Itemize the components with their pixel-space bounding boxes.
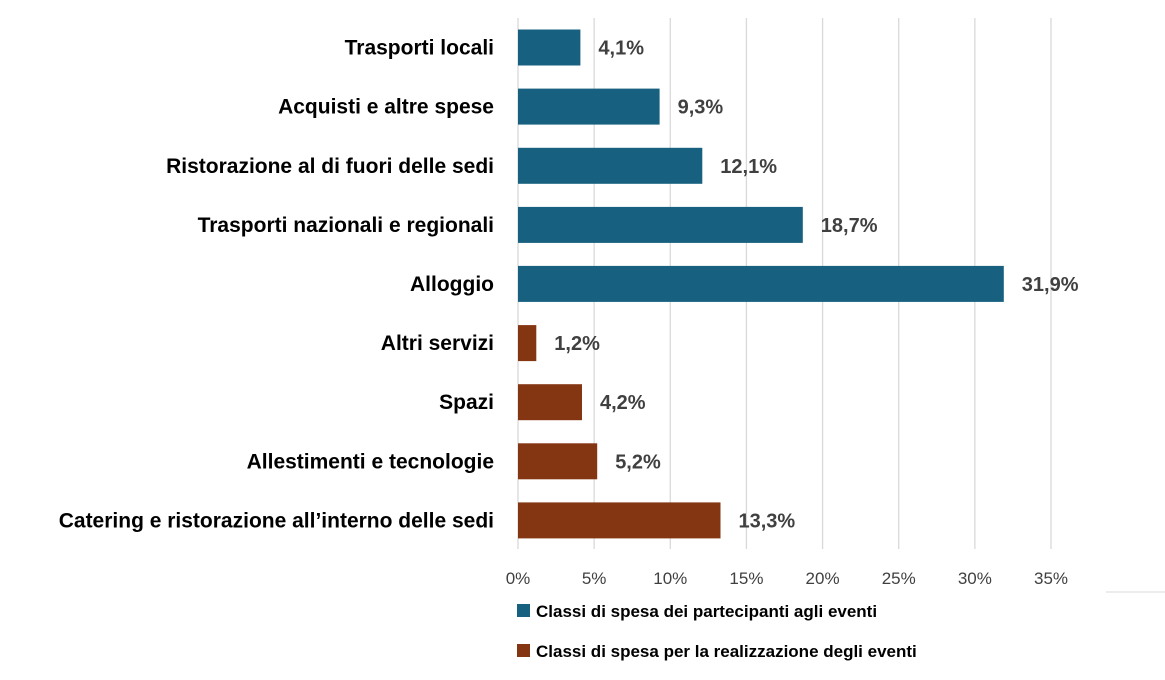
value-label: 5,2% xyxy=(615,451,661,473)
value-label: 18,7% xyxy=(821,215,878,237)
x-tick-label: 15% xyxy=(729,569,763,588)
legend: Classi di spesa dei partecipanti agli ev… xyxy=(517,591,1165,661)
x-tick-label: 10% xyxy=(653,569,687,588)
x-tick-label: 5% xyxy=(582,569,607,588)
category-label: Trasporti nazionali e regionali xyxy=(198,214,494,237)
value-label: 4,1% xyxy=(598,38,644,60)
x-tick-label: 30% xyxy=(958,569,992,588)
bar xyxy=(518,325,537,362)
category-label: Allestimenti e tecnologie xyxy=(247,450,494,473)
bar xyxy=(518,88,660,125)
value-label: 4,2% xyxy=(600,392,646,414)
category-label: Ristorazione al di fuori delle sedi xyxy=(166,155,494,178)
x-tick-label: 35% xyxy=(1034,569,1068,588)
category-label: Trasporti locali xyxy=(345,37,494,60)
category-label: Alloggio xyxy=(410,273,494,296)
bar xyxy=(518,384,582,421)
bar xyxy=(518,206,803,243)
category-label: Spazi xyxy=(439,391,494,414)
bar xyxy=(518,265,1004,302)
category-label: Acquisti e altre spese xyxy=(278,96,494,119)
legend-swatch xyxy=(517,604,530,617)
bar xyxy=(518,147,703,184)
category-label: Altri servizi xyxy=(381,332,494,355)
value-label: 12,1% xyxy=(720,156,777,178)
value-label: 13,3% xyxy=(739,510,796,532)
value-label: 1,2% xyxy=(554,333,600,355)
bar xyxy=(518,29,581,66)
bar xyxy=(518,443,598,480)
legend-entry: Classi di spesa per la realizzazione deg… xyxy=(536,642,917,661)
bars xyxy=(518,29,1004,539)
legend-entry: Classi di spesa dei partecipanti agli ev… xyxy=(536,602,877,621)
bar xyxy=(518,502,721,539)
labels: 0% 5% 10% 15% 20% 25% 30% 35% Trasporti locali 4,… xyxy=(59,37,1079,589)
x-tick-label: 20% xyxy=(806,569,840,588)
value-label: 9,3% xyxy=(678,97,724,119)
x-tick-label: 0% xyxy=(506,569,531,588)
value-label: 31,9% xyxy=(1022,274,1079,296)
x-tick-label: 25% xyxy=(882,569,916,588)
category-label: Catering e ristorazione all’interno dell… xyxy=(59,509,494,532)
legend-swatch xyxy=(517,644,530,657)
